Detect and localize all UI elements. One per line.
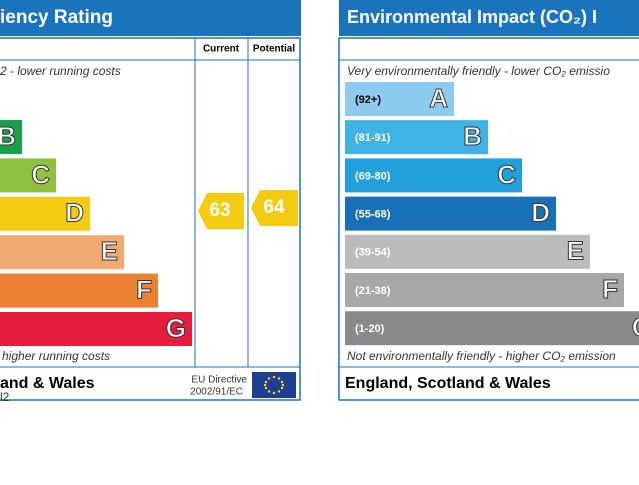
directive: 2002/91/EC (190, 387, 243, 398)
band-letter: D (531, 197, 550, 227)
band-range: (92+) (355, 94, 381, 106)
band-bar (0, 196, 90, 231)
band-bar (345, 311, 639, 346)
potential-rating: 64 (263, 197, 285, 218)
band-bar (0, 158, 56, 193)
band-letter: E (101, 236, 118, 266)
band-bar (0, 312, 192, 346)
band-letter: A (429, 83, 448, 113)
right-frame (338, 37, 639, 401)
left-title: iency Rating (0, 7, 113, 28)
band-bar (345, 196, 556, 231)
footer-region: and & Wales (0, 375, 95, 392)
top-note: Very environmentally friendly - lower CO… (347, 64, 610, 78)
band-range: (81-91) (355, 132, 391, 144)
top-note: 2 - lower running costs (0, 64, 121, 78)
bottom-note: higher running costs (2, 349, 110, 363)
column-header: Potential (253, 44, 295, 55)
band-range: (69-80) (355, 170, 391, 182)
eu-stars (263, 375, 285, 395)
band-letter: F (602, 274, 618, 304)
current-arrow (198, 193, 244, 229)
band-range: (55-68) (355, 209, 391, 221)
band-letter: D (65, 198, 84, 228)
band-letter: E (567, 236, 584, 266)
band-letter: C (497, 159, 516, 189)
directive: EU Directive (191, 375, 247, 386)
potential-arrow (251, 190, 298, 226)
band-bar (0, 235, 124, 270)
band-bar (0, 120, 22, 154)
bottom-note: Not environmentally friendly - higher CO… (347, 349, 616, 363)
band-bar (345, 273, 624, 307)
band-bar (345, 234, 590, 269)
band-letter: C (31, 159, 50, 189)
caption: l2 (0, 390, 10, 404)
band-letter: F (136, 274, 152, 304)
band-range: (21-38) (355, 285, 391, 297)
band-letter: B (0, 121, 16, 151)
band-range: (39-54) (355, 247, 391, 259)
band-letter: G (632, 312, 639, 342)
column-header: Current (203, 44, 240, 55)
left-frame (0, 37, 301, 401)
band-bar (345, 120, 488, 155)
left-title-bar (0, 0, 301, 36)
footer-region: England, Scotland & Wales (345, 375, 551, 392)
band-letter: B (463, 121, 482, 151)
band-bar (345, 82, 454, 116)
band-letter: G (166, 313, 186, 343)
right-title-bar (339, 0, 639, 36)
right-title: Environmental Impact (CO₂) I (347, 7, 597, 27)
current-rating: 63 (209, 200, 230, 221)
band-bar (345, 158, 522, 193)
band-range: (1-20) (355, 323, 385, 335)
band-bar (0, 273, 158, 308)
